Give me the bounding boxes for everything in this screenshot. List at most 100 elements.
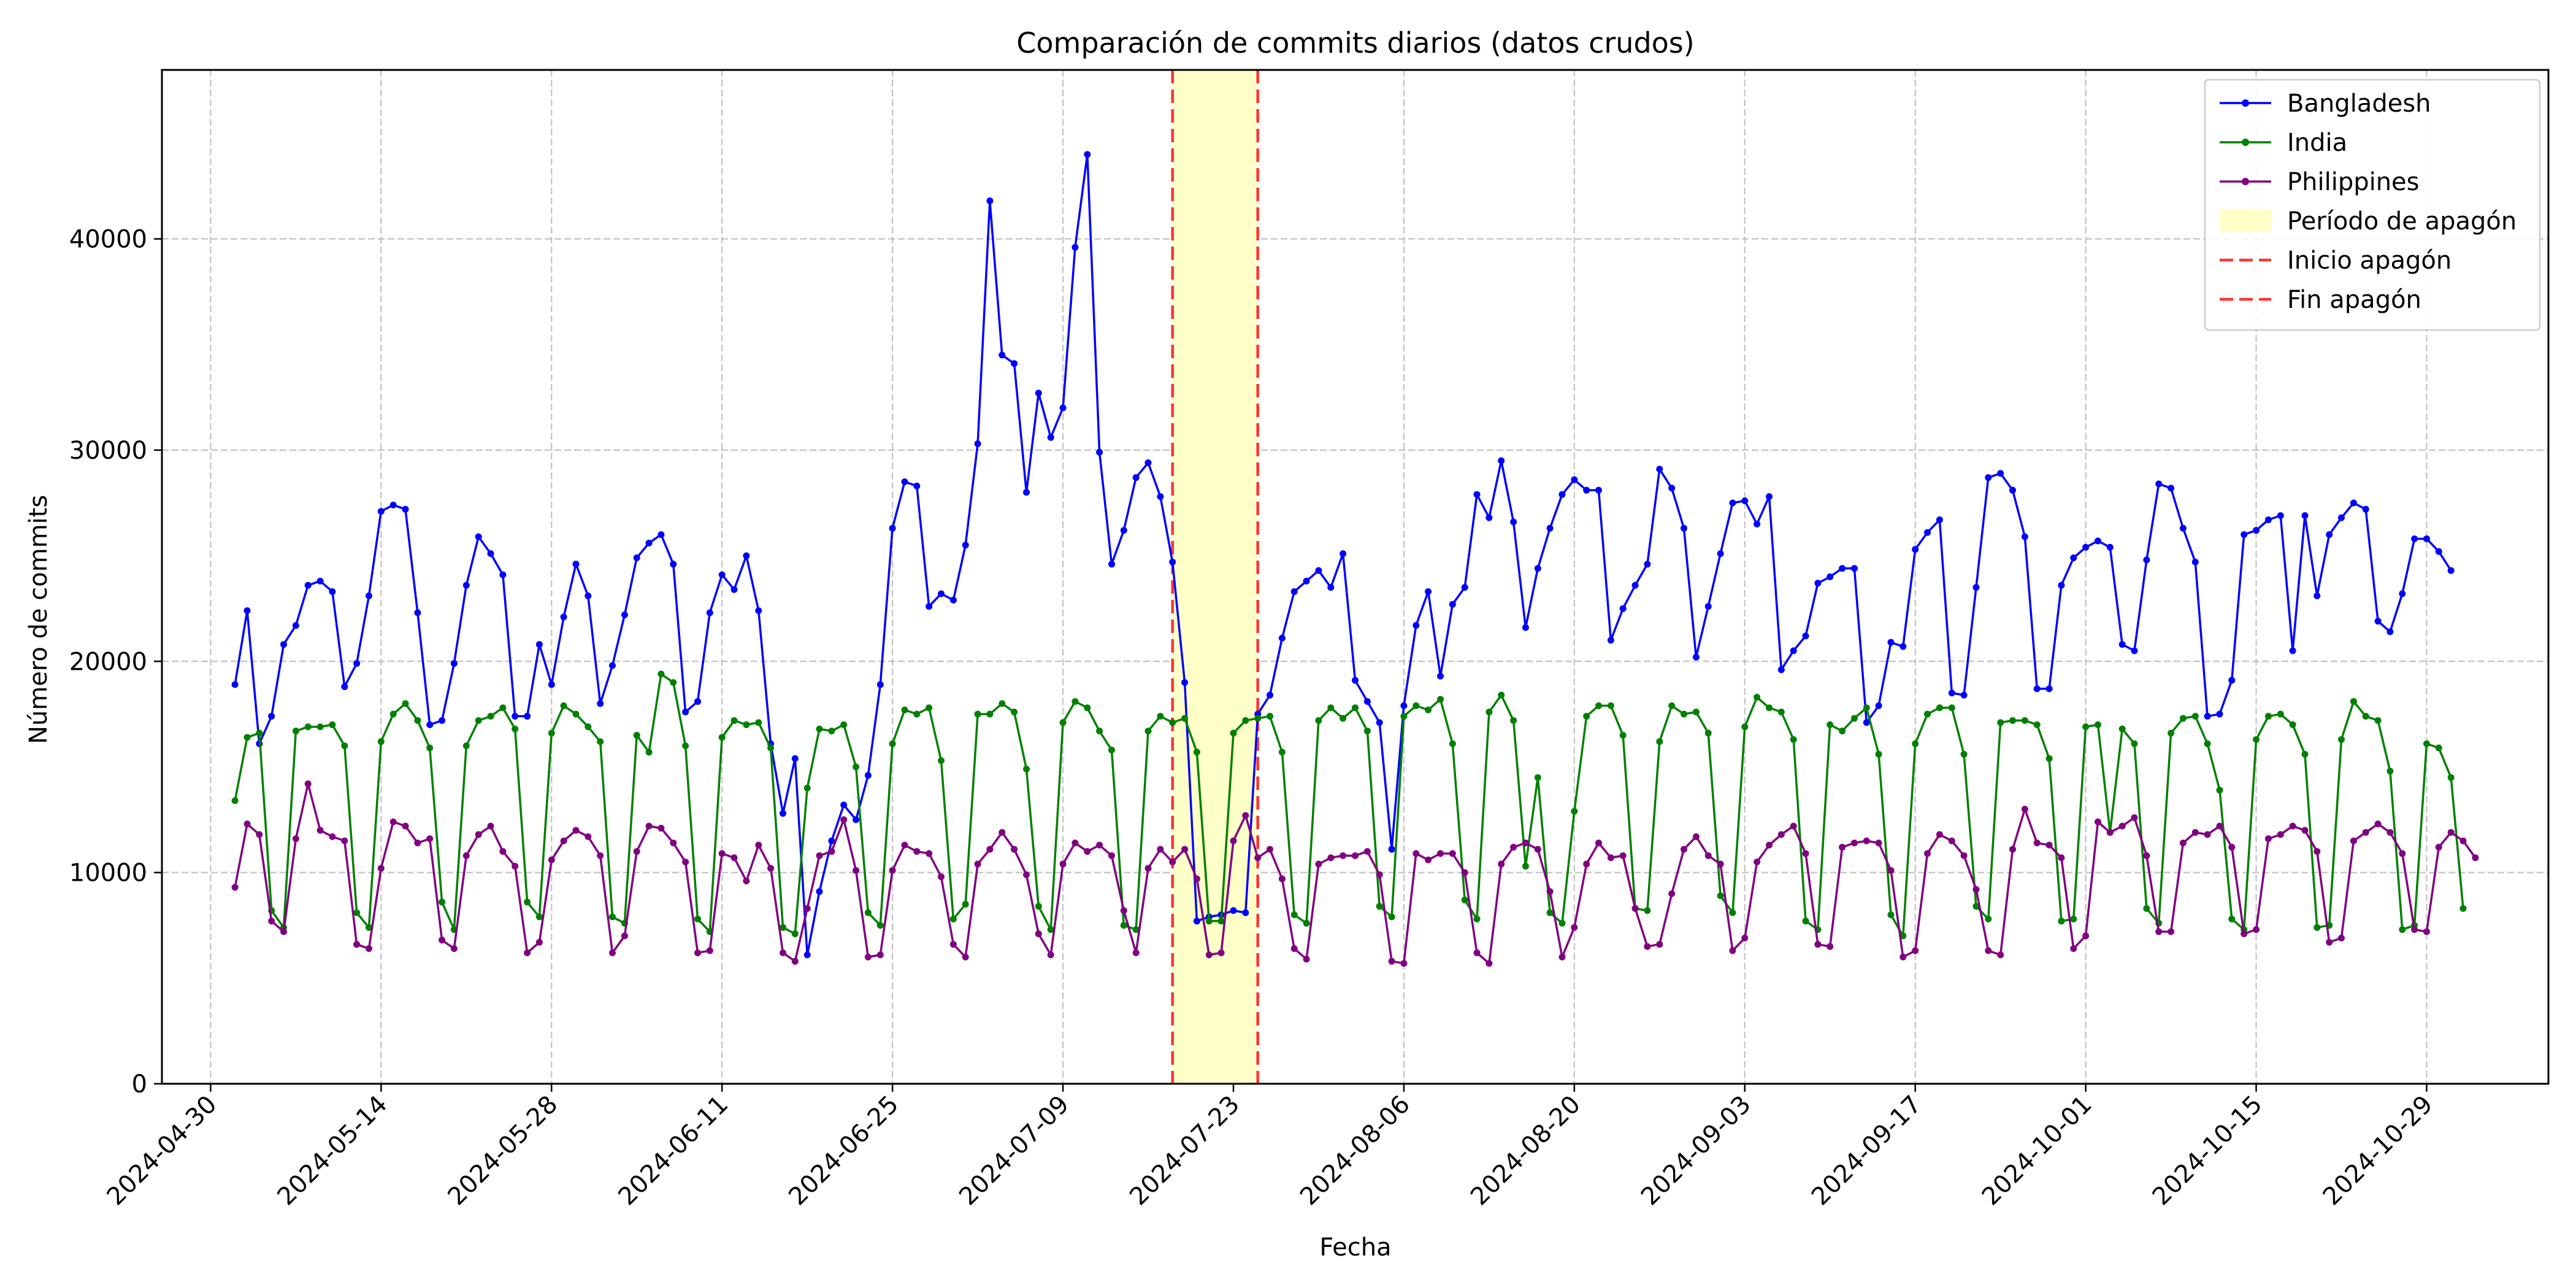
data-point [1413, 850, 1420, 857]
data-point [1754, 694, 1761, 701]
data-point [1096, 727, 1103, 735]
data-point [499, 848, 507, 855]
plot-frame [161, 69, 2550, 1085]
data-point [439, 717, 446, 724]
data-point [366, 592, 372, 599]
data-point [1692, 833, 1700, 840]
data-point [1254, 715, 1262, 722]
data-point [1230, 837, 1237, 845]
data-point [706, 947, 713, 954]
data-point [2228, 677, 2236, 684]
data-point [2386, 767, 2394, 775]
data-point [1754, 858, 1761, 865]
data-point [1912, 546, 1919, 553]
data-point [597, 700, 604, 707]
data-point [2241, 531, 2248, 539]
data-point [292, 835, 299, 842]
data-point [1425, 856, 1432, 864]
data-point [512, 713, 519, 720]
data-point [1571, 808, 1578, 815]
data-point [803, 951, 811, 959]
data-point [682, 708, 689, 716]
data-point [548, 729, 555, 737]
data-point [2118, 726, 2126, 732]
data-point [828, 727, 835, 735]
data-point [475, 533, 482, 540]
data-point [1011, 360, 1018, 367]
data-point [743, 552, 750, 559]
data-point [2399, 926, 2406, 933]
data-point [1704, 729, 1712, 737]
series-bangladesh [231, 151, 2455, 959]
data-point [402, 822, 409, 830]
data-point [1619, 852, 1627, 859]
data-point [2204, 740, 2211, 748]
data-point [268, 918, 275, 925]
data-point [1595, 486, 1602, 494]
data-point [512, 726, 519, 732]
data-point [816, 888, 823, 895]
data-point [1071, 839, 1079, 846]
data-point [1059, 404, 1067, 412]
data-point [828, 837, 835, 845]
y-tick-label: 20000 [69, 648, 147, 676]
data-point [1912, 740, 1919, 748]
data-point [1315, 717, 1322, 724]
data-point [2264, 713, 2272, 720]
legend-label: Fin apagón [2287, 286, 2421, 314]
data-point [2118, 641, 2126, 648]
data-point [1363, 698, 1371, 705]
data-point [2143, 852, 2150, 859]
data-point [1802, 850, 1809, 857]
data-point [1887, 911, 1895, 918]
data-point [657, 670, 665, 678]
data-point [2131, 814, 2138, 821]
data-point [585, 833, 592, 840]
data-point [426, 835, 434, 842]
data-point [1413, 622, 1420, 629]
y-tick-label: 40000 [69, 226, 147, 254]
data-point [268, 713, 275, 720]
data-point [2301, 512, 2309, 519]
data-point [280, 641, 287, 648]
data-point [1802, 918, 1809, 925]
data-point [949, 915, 957, 922]
data-point [2070, 945, 2077, 953]
data-point [1717, 550, 1724, 558]
data-point [913, 482, 921, 489]
data-point [1754, 520, 1761, 527]
data-point [853, 816, 860, 823]
data-point [949, 941, 957, 948]
data-point [1766, 493, 1773, 500]
data-point [853, 867, 860, 874]
data-point [1656, 738, 1663, 745]
data-point [840, 816, 848, 823]
data-point [1096, 448, 1103, 456]
data-point [1741, 497, 1749, 504]
data-point [986, 197, 994, 204]
series-philippines [231, 780, 2479, 967]
data-point [2168, 485, 2175, 492]
data-point [1157, 713, 1164, 720]
data-point [2021, 717, 2028, 724]
data-point [1546, 888, 1554, 895]
data-point [1303, 577, 1310, 585]
data-point [1814, 941, 1822, 948]
data-point [2277, 512, 2284, 519]
data-point [718, 850, 726, 857]
data-point [1413, 702, 1420, 710]
data-point [1827, 573, 1834, 580]
data-point [1863, 837, 1870, 845]
data-point [1558, 919, 1566, 927]
data-point [2009, 846, 2016, 853]
data-point [2204, 713, 2211, 720]
data-point [1193, 748, 1200, 756]
data-point [2326, 938, 2333, 946]
data-point [1960, 852, 1968, 859]
legend-swatch-marker [2242, 178, 2249, 185]
data-point [377, 508, 385, 515]
data-point [1071, 698, 1079, 705]
data-point [1449, 850, 1456, 857]
data-point [1522, 624, 1529, 631]
